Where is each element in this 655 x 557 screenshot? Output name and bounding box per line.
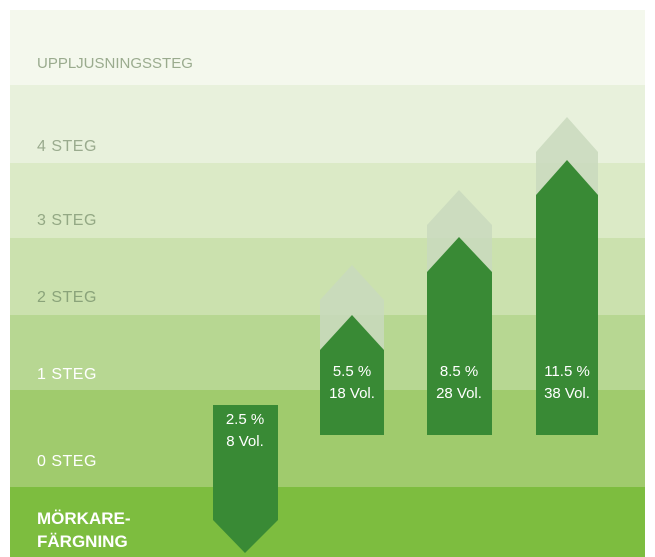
level-label: 1 STEG [37,366,97,383]
volume: 18 Vol. [329,385,375,402]
band [10,487,645,557]
level-label: 0 STEG [37,453,97,470]
darkening-label: FÄRGNING [37,532,128,551]
level-label: 3 STEG [37,212,97,229]
percent: 5.5 % [333,363,371,380]
darkening-label: MÖRKARE- [37,509,131,528]
percent: 2.5 % [226,411,264,428]
volume: 28 Vol. [436,385,482,402]
volume: 38 Vol. [544,385,590,402]
title: UPPLJUSNINGSSTEG [37,55,193,72]
percent: 8.5 % [440,363,478,380]
arrow-up [320,315,384,435]
arrow-down [213,405,278,553]
arrow-up [427,237,492,435]
level-label: 4 STEG [37,138,97,155]
percent: 11.5 % [544,363,590,380]
ghost-arrow [536,117,598,195]
arrow-up [536,160,598,435]
band [10,10,645,85]
level-label: 2 STEG [37,289,97,306]
ghost-arrow [427,190,492,272]
volume: 8 Vol. [226,433,264,450]
ghost-arrow [320,265,384,350]
